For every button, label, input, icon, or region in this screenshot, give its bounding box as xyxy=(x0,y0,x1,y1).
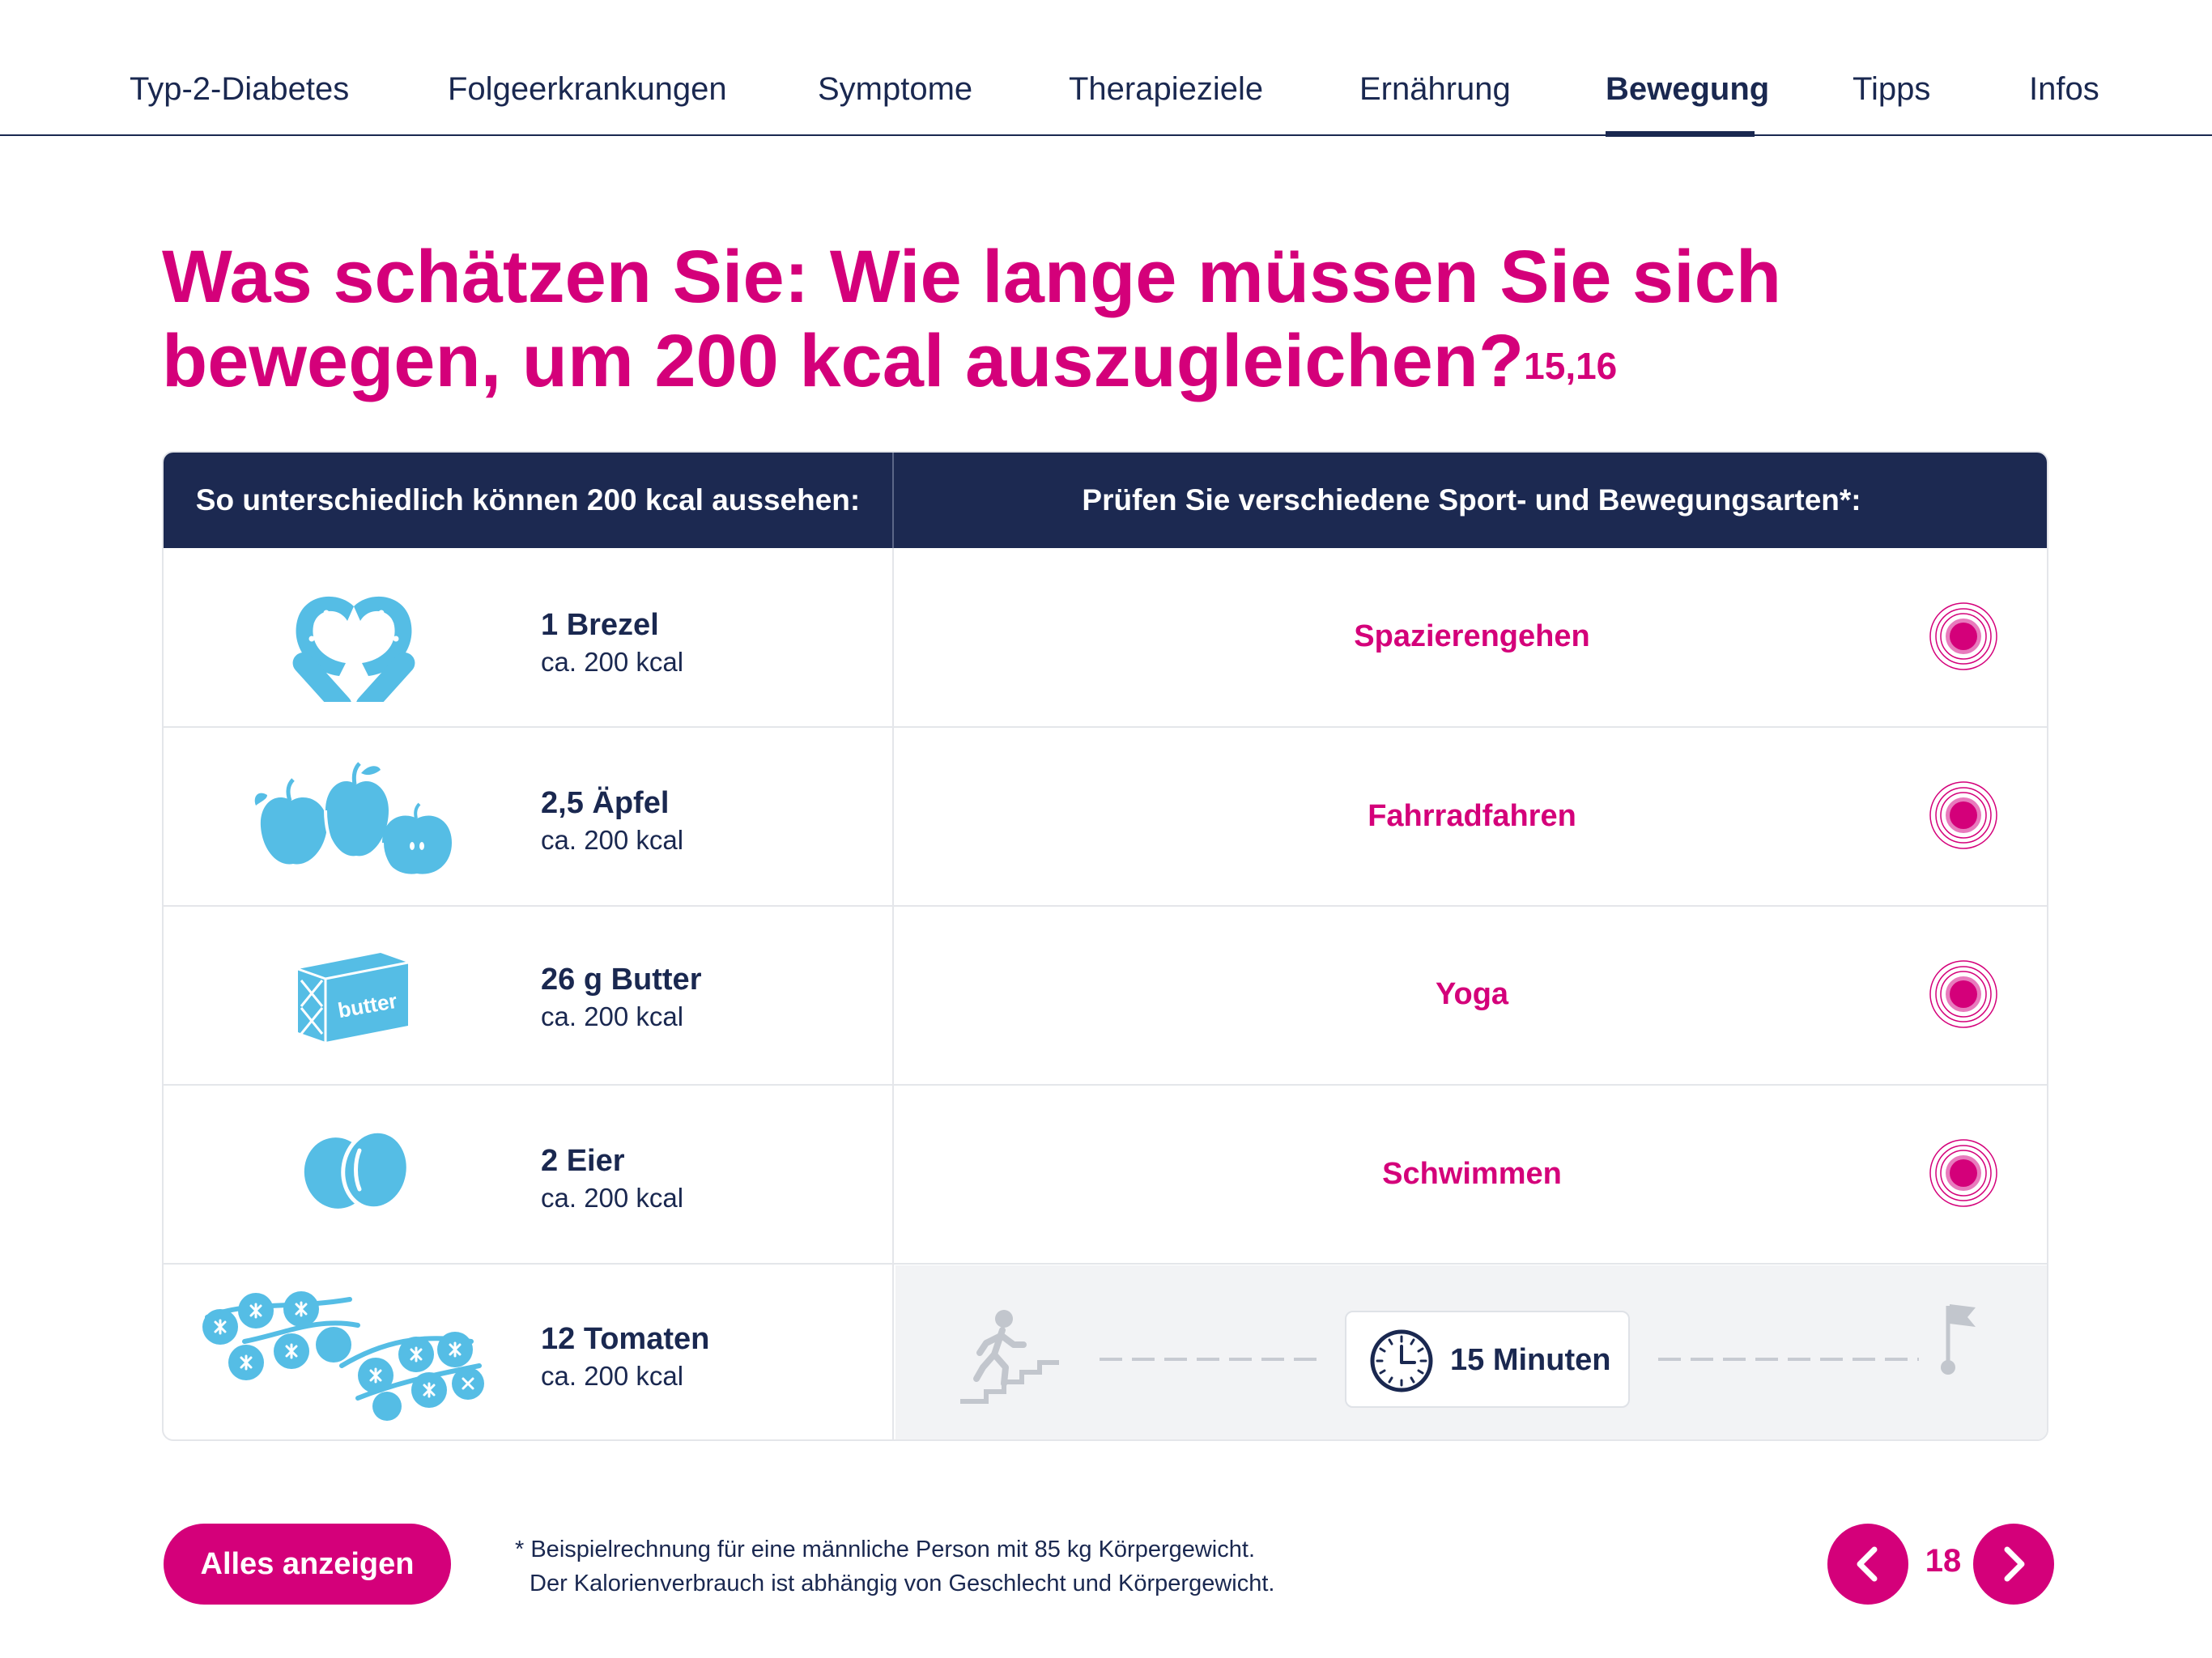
food-name: 2,5 Äpfel xyxy=(541,786,670,820)
food-name: 1 Brezel xyxy=(541,608,659,642)
goal-flag-icon xyxy=(1941,1304,1976,1375)
kcal-comparison-table: So unterschiedlich können 200 kcal ausse… xyxy=(162,451,2048,1441)
activity-label-fahrradfahren: Fahrradfahren xyxy=(1368,799,1576,833)
result-panel: 15 Minuten xyxy=(895,1265,2047,1439)
reveal-target-icon[interactable] xyxy=(1929,1138,1998,1208)
butter-icon: butter xyxy=(297,953,409,1042)
top-navigation: Typ-2-Diabetes Folgeerkrankungen Symptom… xyxy=(0,0,2212,137)
active-tab-indicator xyxy=(1606,131,1755,137)
reveal-target-icon[interactable] xyxy=(1929,780,1998,850)
table-header-foods: So unterschiedlich können 200 kcal ausse… xyxy=(195,483,861,517)
row-divider xyxy=(164,1084,2047,1086)
food-name: 12 Tomaten xyxy=(541,1322,710,1356)
stairs-climber-icon xyxy=(960,1310,1059,1404)
chevron-left-icon xyxy=(1857,1546,1878,1582)
reveal-target-icon[interactable] xyxy=(1929,602,1998,671)
header-divider xyxy=(892,453,894,548)
next-page-button[interactable] xyxy=(1973,1524,2054,1605)
time-result-text: 15 Minuten xyxy=(1450,1343,1611,1377)
nav-tab-typ-2-diabetes[interactable]: Typ-2-Diabetes xyxy=(130,71,350,107)
progress-dashes-left xyxy=(1100,1358,1317,1361)
food-kcal: ca. 200 kcal xyxy=(541,647,684,677)
chevron-right-icon xyxy=(2004,1546,2025,1582)
table-header: So unterschiedlich können 200 kcal ausse… xyxy=(164,453,2047,548)
row-divider xyxy=(164,1263,2047,1265)
food-name: 26 g Butter xyxy=(541,963,702,997)
page-number: 18 xyxy=(1925,1543,1962,1579)
eggs-icon xyxy=(304,1129,410,1211)
table-header-activities: Prüfen Sie verschiedene Sport- und Beweg… xyxy=(1082,483,1861,517)
nav-tab-bewegung[interactable]: Bewegung xyxy=(1606,71,1770,107)
nav-tab-symptome[interactable]: Symptome xyxy=(818,71,973,107)
tomatoes-icon xyxy=(202,1291,484,1421)
footnote-line-1: * Beispielrechnung für eine männliche Pe… xyxy=(515,1537,1255,1562)
progress-dashes-right xyxy=(1658,1358,1919,1361)
page-title: Was schätzen Sie: Wie lange müssen Sie s… xyxy=(162,236,1782,402)
show-all-button[interactable]: Alles anzeigen xyxy=(164,1524,451,1605)
food-kcal: ca. 200 kcal xyxy=(541,1361,684,1391)
nav-tab-infos[interactable]: Infos xyxy=(2029,71,2099,107)
column-divider xyxy=(892,548,894,1439)
food-kcal: ca. 200 kcal xyxy=(541,825,684,855)
footnote-line-2: Der Kalorienverbrauch ist abhängig von G… xyxy=(530,1571,1275,1596)
food-kcal: ca. 200 kcal xyxy=(541,1183,684,1213)
nav-tab-therapieziele[interactable]: Therapieziele xyxy=(1069,71,1264,107)
nav-tab-folgeerkrankungen[interactable]: Folgeerkrankungen xyxy=(448,71,727,107)
apples-icon xyxy=(254,762,452,874)
food-name: 2 Eier xyxy=(541,1144,625,1178)
activity-label-spazierengehen: Spazierengehen xyxy=(1354,619,1590,653)
nav-tab-ernaehrung[interactable]: Ernährung xyxy=(1359,71,1511,107)
row-divider xyxy=(164,905,2047,907)
previous-page-button[interactable] xyxy=(1827,1524,1908,1605)
reveal-target-icon[interactable] xyxy=(1929,959,1998,1029)
activity-label-yoga: Yoga xyxy=(1435,977,1509,1011)
row-divider xyxy=(164,726,2047,728)
activity-label-schwimmen: Schwimmen xyxy=(1382,1157,1562,1191)
food-kcal: ca. 200 kcal xyxy=(541,1001,684,1031)
time-result-box: 15 Minuten xyxy=(1345,1311,1630,1408)
title-footnote-reference: 15,16 xyxy=(1524,345,1618,387)
nav-tab-tipps[interactable]: Tipps xyxy=(1853,71,1931,107)
clock-icon xyxy=(1370,1329,1433,1392)
pretzel-icon xyxy=(292,596,415,702)
